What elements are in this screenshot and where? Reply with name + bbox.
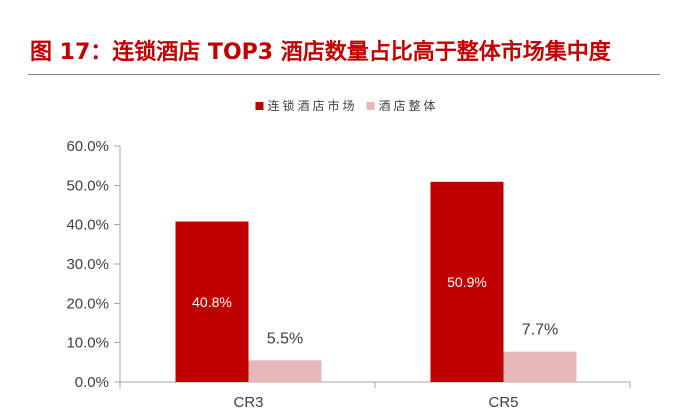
data-label-cr5-all-hotels: 7.7% bbox=[522, 322, 558, 339]
legend-label-all-hotels: 酒店整体 bbox=[379, 98, 439, 113]
title-divider bbox=[28, 74, 660, 75]
bar-cr5-chain-hotel-market bbox=[430, 181, 504, 382]
legend-swatch-chain-hotel-market bbox=[255, 102, 264, 110]
data-label-cr3-all-hotels: 5.5% bbox=[267, 330, 303, 347]
y-tick-label: 20.0% bbox=[66, 295, 109, 312]
bar-cr3-chain-hotel-market bbox=[175, 221, 249, 382]
y-tick-label: 60.0% bbox=[66, 138, 109, 155]
data-labels: 40.8% 5.5% 50.9% 7.7% bbox=[192, 274, 558, 347]
bars bbox=[175, 181, 577, 382]
legend-swatch-all-hotels bbox=[366, 102, 375, 110]
y-tick-label: 50.0% bbox=[66, 177, 109, 194]
legend: 连锁酒店市场 酒店整体 bbox=[255, 98, 439, 113]
y-tick-label: 40.0% bbox=[66, 217, 109, 234]
bar-cr5-all-hotels bbox=[503, 351, 577, 382]
axes: 0.0% 10.0% 20.0% 30.0% 40.0% 50.0% 60.0% CR3 CR5 bbox=[66, 138, 631, 411]
data-label-cr3-chain-hotel-market: 40.8% bbox=[192, 294, 232, 310]
data-label-cr5-chain-hotel-market: 50.9% bbox=[447, 274, 487, 290]
x-tick-label-cr5: CR5 bbox=[488, 394, 518, 411]
y-tick-label: 30.0% bbox=[66, 256, 109, 273]
figure-title: 图 17：连锁酒店 TOP3 酒店数量占比高于整体市场集中度 bbox=[30, 40, 611, 65]
y-tick-label: 0.0% bbox=[75, 374, 109, 391]
bar-cr3-all-hotels bbox=[248, 360, 322, 382]
legend-label-chain-hotel-market: 连锁酒店市场 bbox=[267, 98, 357, 113]
y-tick-label: 10.0% bbox=[66, 335, 109, 352]
x-tick-label-cr3: CR3 bbox=[233, 394, 263, 411]
